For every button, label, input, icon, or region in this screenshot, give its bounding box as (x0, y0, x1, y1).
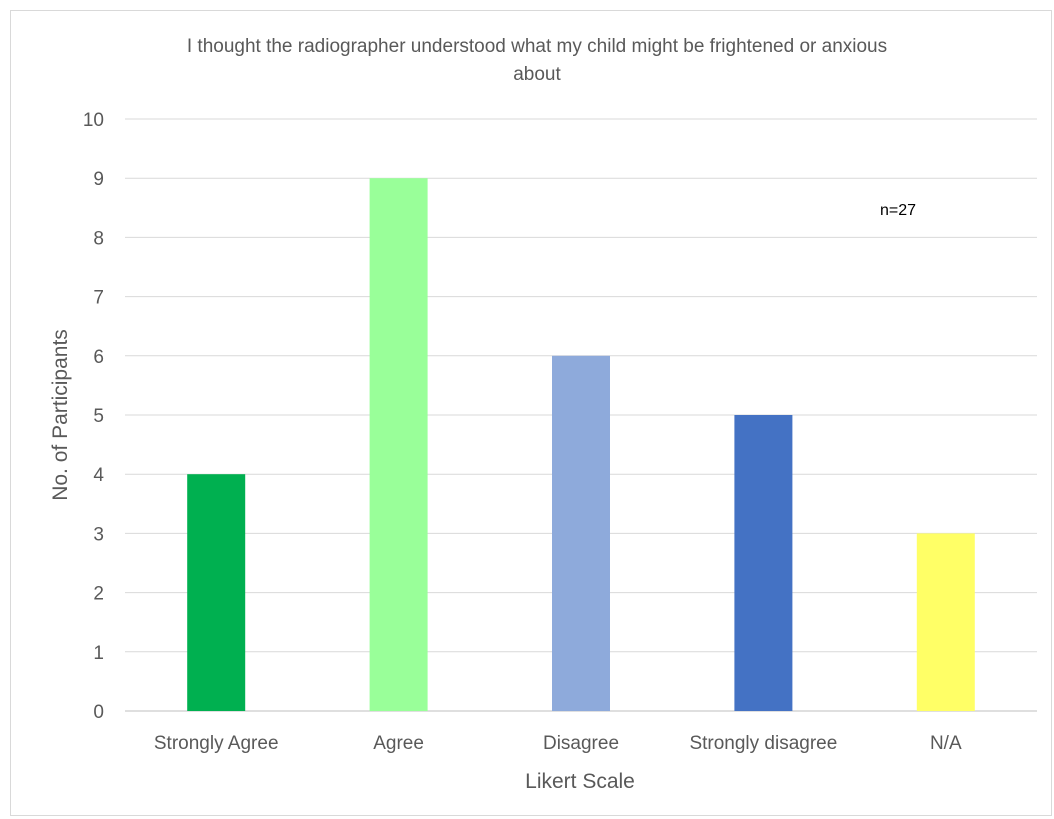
y-tick-label: 5 (93, 406, 104, 427)
gridlines (125, 118, 1037, 712)
y-tick-label: 4 (93, 465, 104, 486)
x-tick-label: Strongly Agree (154, 733, 279, 754)
y-tick-label: 2 (93, 584, 104, 605)
y-tick-label: 1 (93, 643, 104, 664)
x-tick-label: Strongly disagree (689, 733, 837, 754)
y-axis-ticks: 0 1 2 3 4 5 6 7 8 9 10 (83, 110, 105, 723)
y-axis-title: No. of Participants (49, 329, 72, 501)
bar-n-a (916, 533, 975, 711)
y-tick-label: 6 (93, 347, 104, 368)
y-tick-label: 0 (93, 702, 104, 723)
sample-size-annotation: n=27 (880, 202, 916, 219)
x-axis-ticks: Strongly Agree Agree Disagree Strongly disa… (154, 733, 962, 754)
chart-title-line-2: about (513, 64, 561, 85)
y-tick-label: 10 (83, 110, 104, 131)
y-tick-label: 7 (93, 288, 104, 309)
x-tick-label: Agree (373, 733, 424, 754)
x-axis-title: Likert Scale (525, 770, 635, 793)
bar-agree (369, 178, 428, 711)
chart-title-line-1: I thought the radiographer understood wh… (187, 36, 887, 57)
y-tick-label: 9 (93, 169, 104, 190)
bar-strongly-disagree (734, 415, 793, 711)
bar-strongly-agree (187, 474, 246, 711)
x-tick-label: Disagree (543, 733, 619, 754)
bars (187, 178, 975, 711)
y-tick-label: 8 (93, 228, 104, 249)
y-tick-label: 3 (93, 524, 104, 545)
chart-frame (10, 10, 1052, 816)
bar-disagree (552, 355, 610, 711)
x-tick-label: N/A (930, 733, 962, 754)
